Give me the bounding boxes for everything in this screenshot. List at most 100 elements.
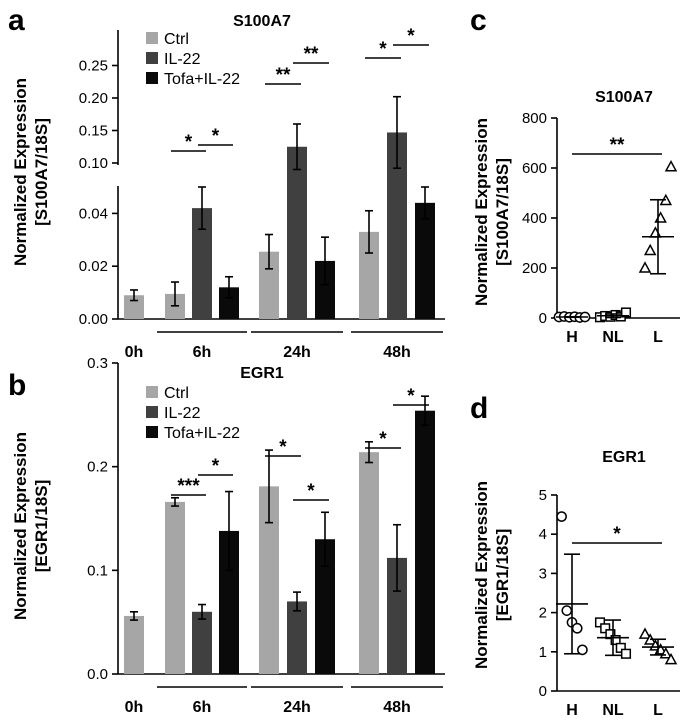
- panel-c-y-tick-label: 400: [522, 210, 547, 227]
- panel-a-bar-tofa-il-22: [415, 202, 435, 319]
- panel-d-x-label: NL: [602, 702, 624, 719]
- panel-b-bar-il-22: [192, 611, 212, 674]
- panel-b-significance-label: *: [407, 386, 415, 407]
- panel-c-point-l: [643, 243, 657, 256]
- panel-b-group-label: 6h: [193, 699, 212, 716]
- panel-c-significance-label: **: [610, 135, 625, 156]
- panel-a-group-label: 0h: [125, 344, 144, 361]
- panel-b-legend-swatch: [146, 426, 158, 438]
- panel-b-bar-ctrl: [124, 615, 144, 674]
- panel-b-legend-swatch: [146, 386, 158, 398]
- panel-d-point-nl: [615, 642, 626, 653]
- panel-a-significance-label: *: [379, 39, 387, 60]
- panel-b-y-tick-label: 0.0: [87, 666, 108, 683]
- panel-c-x-label: H: [566, 329, 578, 346]
- panel-d-y-tick-label: 4: [539, 526, 547, 543]
- panel-b-significance-label: ***: [177, 476, 200, 497]
- panel-d-point-l: [664, 652, 678, 665]
- panel-a-ylabel: Normalized Expression [S100A7/18S]: [11, 78, 51, 266]
- panel-c-y-tick-label: 200: [522, 260, 547, 277]
- panel-d-point-nl: [620, 648, 632, 659]
- panel-b-legend-label: Ctrl: [164, 385, 189, 402]
- panel-b-bar-ctrl: [359, 452, 379, 674]
- panel-d-x-label: H: [566, 702, 578, 719]
- panel-a-group-label: 24h: [283, 344, 311, 361]
- panel-c-y-tick-label: 0: [539, 310, 547, 327]
- panel-b-bar-tofa-il-22: [415, 410, 435, 674]
- panel-d-y-tick-label: 3: [539, 565, 547, 582]
- panel-b-significance-label: *: [279, 437, 287, 458]
- panel-a-legend-label: IL-22: [164, 51, 201, 68]
- panel-a-y-tick-label: 0.04: [79, 205, 108, 222]
- panel-d-letter: d: [470, 392, 488, 425]
- panel-d-point-nl: [600, 623, 611, 634]
- panel-d-ylabel: Normalized Expression [EGR1/18S]: [472, 481, 512, 669]
- panel-d-title: EGR1: [602, 449, 646, 466]
- panel-a-bar-tofa-il-22: [315, 260, 335, 319]
- panel-a-group-label: 48h: [383, 344, 411, 361]
- panel-a-bar-ctrl: [359, 231, 379, 319]
- panel-c-point-l: [664, 159, 678, 172]
- panel-b-bar-il-22: [287, 601, 307, 674]
- panel-c-ylabel: Normalized Expression [S100A7/18S]: [472, 118, 512, 306]
- panel-a-bar-il-22: [192, 208, 212, 319]
- panel-d-point-l: [638, 627, 652, 639]
- panel-c-point-l: [649, 226, 662, 238]
- panel-a-legend-label: Tofa+IL-22: [164, 71, 240, 88]
- panel-a-significance-label: *: [185, 132, 193, 153]
- panel-b-legend-label: IL-22: [164, 405, 201, 422]
- panel-c-point-l: [654, 211, 667, 223]
- panel-b-group-label: 48h: [383, 699, 411, 716]
- panel-a-group-label: 6h: [193, 344, 212, 361]
- panel-c-x-label: NL: [602, 329, 624, 346]
- panel-d-point-h: [577, 644, 588, 656]
- panel-b-group-label: 24h: [283, 699, 311, 716]
- panel-d-x-label: L: [653, 702, 663, 719]
- panel-a-bar-il-22: [287, 146, 307, 319]
- panel-a-significance-label: *: [407, 26, 415, 47]
- panel-c-y-tick-label: 600: [522, 160, 547, 177]
- panel-d-point-nl: [610, 634, 621, 646]
- panel-b-title: EGR1: [240, 365, 284, 382]
- panel-a-y-tick-label: 0.02: [79, 258, 108, 275]
- panel-b-legend-swatch: [146, 406, 158, 418]
- panel-c-x-label: L: [653, 329, 663, 346]
- panel-a-y-tick-label: 0.00: [79, 311, 108, 328]
- panel-b-y-tick-label: 0.3: [87, 355, 108, 372]
- panel-b-ylabel: Normalized Expression [EGR1/18S]: [11, 432, 51, 620]
- panel-c-point-l: [638, 261, 652, 273]
- panel-b-significance-label: *: [212, 456, 220, 477]
- panel-c-y-tick-label: 800: [522, 110, 547, 127]
- panel-b-letter: b: [8, 369, 26, 402]
- panel-b-significance-label: *: [379, 429, 387, 450]
- panel-c-title: S100A7: [595, 89, 653, 106]
- panel-b-bar-tofa-il-22: [219, 530, 239, 674]
- panel-b-significance-label: *: [307, 481, 315, 502]
- panel-d-point-h: [556, 511, 567, 522]
- panel-d-significance-label: *: [613, 524, 621, 545]
- panel-c-point-nl: [620, 307, 632, 318]
- panel-b-bar-tofa-il-22: [315, 539, 335, 674]
- panel-a-bar-ctrl: [124, 295, 144, 319]
- panel-a-y-tick-label: 0.10: [79, 155, 108, 172]
- panel-b-bar-il-22: [387, 557, 407, 674]
- panel-a-title: S100A7: [233, 13, 291, 30]
- panel-b-group-label: 0h: [125, 699, 144, 716]
- panel-d-y-tick-label: 0: [539, 683, 547, 700]
- panel-a-legend-swatch: [146, 72, 158, 84]
- panel-b-bar-ctrl: [259, 486, 279, 674]
- panel-a-bar-il-22: [387, 132, 407, 319]
- panel-a-legend-swatch: [146, 32, 158, 44]
- panel-a-y-tick-label: 0.25: [79, 58, 108, 75]
- panel-d-point-h: [561, 605, 573, 616]
- panel-a-y-tick-label: 0.20: [79, 90, 108, 107]
- panel-a-letter: a: [8, 4, 25, 37]
- panel-d-y-tick-label: 5: [539, 487, 547, 504]
- panel-a-legend-swatch: [146, 52, 158, 64]
- panel-a-legend-label: Ctrl: [164, 31, 189, 48]
- panel-b-y-tick-label: 0.1: [87, 562, 108, 579]
- panel-c-letter: c: [470, 4, 487, 37]
- panel-a-bar-tofa-il-22: [219, 287, 239, 319]
- panel-a-bar-ctrl: [259, 251, 279, 319]
